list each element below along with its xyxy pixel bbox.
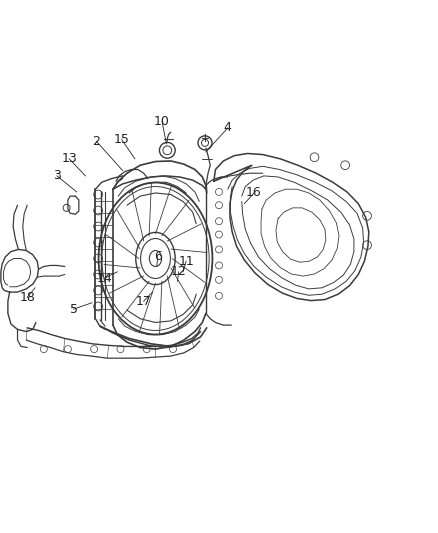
- Text: 11: 11: [178, 255, 194, 268]
- Text: 12: 12: [171, 265, 187, 278]
- Text: 13: 13: [61, 152, 77, 165]
- Text: 17: 17: [136, 295, 152, 308]
- Text: 18: 18: [19, 291, 35, 304]
- Text: 16: 16: [246, 187, 262, 199]
- Text: 14: 14: [96, 272, 112, 285]
- Text: 3: 3: [53, 169, 61, 182]
- Text: 10: 10: [154, 115, 170, 128]
- Text: 5: 5: [70, 303, 78, 316]
- Text: 15: 15: [114, 133, 130, 146]
- Text: 2: 2: [92, 135, 100, 148]
- Text: 6: 6: [154, 251, 162, 263]
- Text: 4: 4: [224, 122, 232, 134]
